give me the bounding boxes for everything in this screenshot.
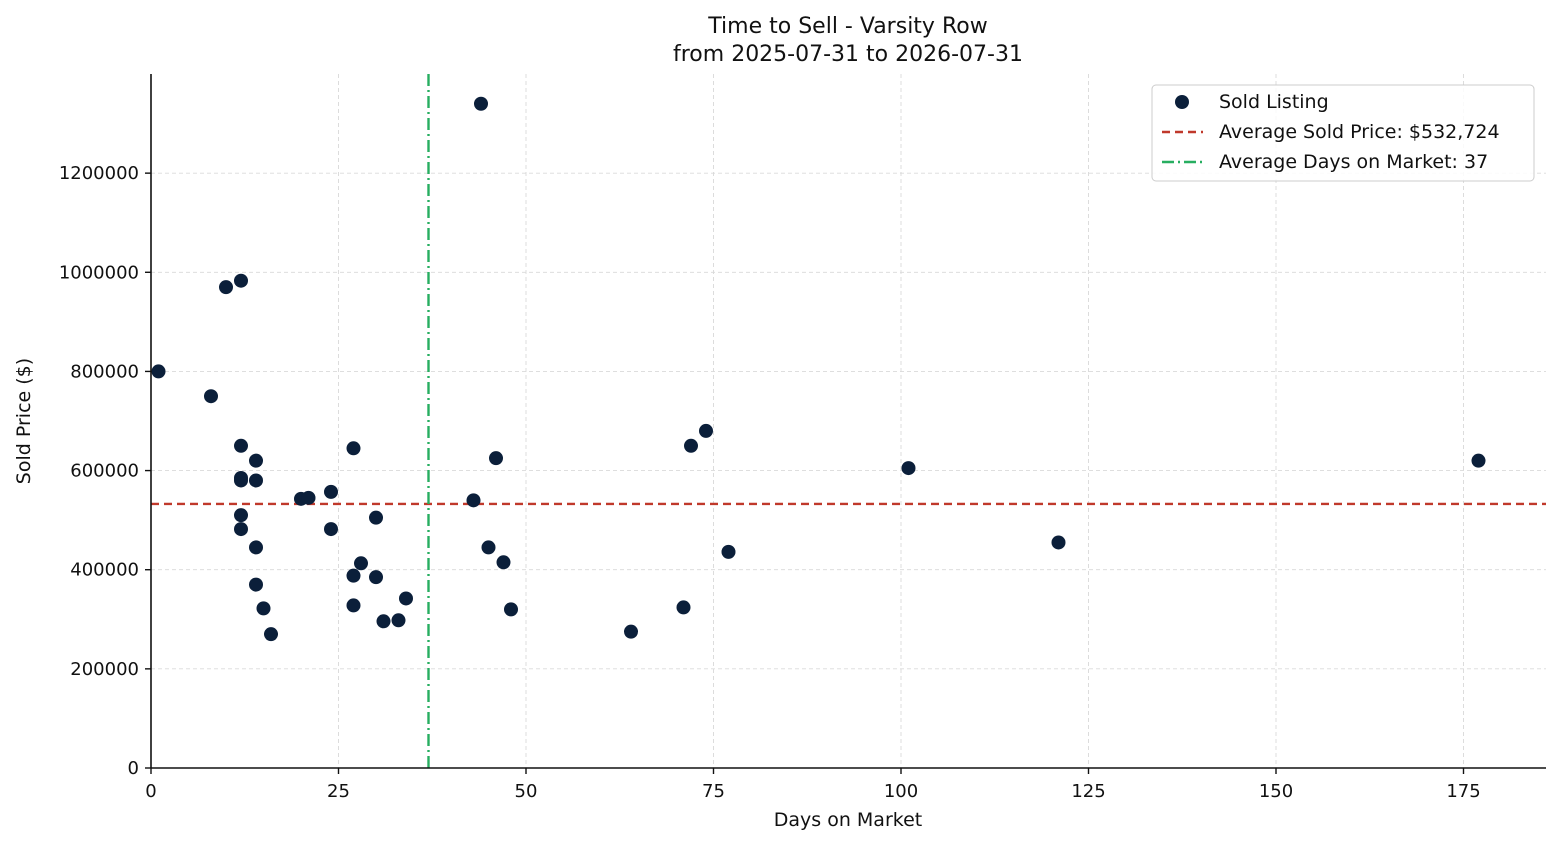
x-tick-label: 125 — [1071, 781, 1105, 802]
data-point — [346, 441, 361, 456]
y-ticks: 0 200000 400000 600000 800000 1000000 1200000 — [59, 163, 151, 779]
data-point — [369, 570, 383, 585]
chart-title: Time to Sell - Varsity Row — [707, 14, 987, 39]
x-tick-label: 150 — [1259, 781, 1293, 802]
data-point — [504, 602, 518, 617]
y-tick-label: 400000 — [70, 560, 139, 581]
data-point — [234, 522, 248, 537]
axes — [150, 74, 1546, 769]
x-tick-label: 100 — [884, 781, 918, 802]
legend-label-sold-listing: Sold Listing — [1219, 91, 1329, 113]
x-ticks: 0 25 50 75 100 125 150 175 — [145, 768, 1481, 802]
x-tick-label: 75 — [702, 781, 725, 802]
legend-label-avg-days: Average Days on Market: 37 — [1219, 151, 1488, 173]
y-tick-label: 600000 — [70, 461, 139, 482]
data-point — [369, 510, 383, 525]
data-point — [324, 522, 338, 537]
data-point — [489, 451, 503, 466]
data-point — [264, 627, 278, 642]
legend-label-avg-price: Average Sold Price: $532,724 — [1219, 121, 1500, 143]
data-point — [1471, 453, 1486, 468]
data-point — [234, 438, 248, 453]
data-points — [151, 96, 1486, 642]
data-point — [481, 540, 496, 555]
x-tick-label: 25 — [327, 781, 350, 802]
data-point — [624, 624, 638, 639]
data-point — [234, 473, 248, 488]
data-point — [346, 568, 361, 583]
reference-lines — [151, 74, 1546, 768]
x-tick-label: 175 — [1446, 781, 1480, 802]
data-point — [256, 601, 271, 616]
data-point — [901, 461, 916, 476]
x-tick-label: 50 — [515, 781, 538, 802]
y-axis-label: Sold Price ($) — [13, 358, 35, 484]
data-point — [324, 484, 338, 499]
y-tick-label: 1200000 — [59, 163, 139, 184]
data-point — [249, 577, 263, 592]
data-point — [1051, 535, 1066, 550]
x-tick-label: 0 — [145, 781, 156, 802]
data-point — [466, 493, 481, 508]
data-point — [721, 544, 736, 559]
x-axis-label: Days on Market — [774, 809, 922, 831]
y-tick-label: 200000 — [70, 659, 139, 680]
legend-box — [1151, 84, 1535, 182]
data-point — [301, 490, 316, 505]
y-tick-label: 1000000 — [59, 262, 139, 283]
data-point — [151, 364, 166, 379]
data-point — [676, 600, 691, 615]
data-point — [219, 280, 233, 295]
data-point — [684, 438, 698, 453]
data-point — [204, 389, 218, 404]
data-point — [699, 423, 713, 438]
y-tick-label: 0 — [128, 758, 139, 779]
y-tick-label: 800000 — [70, 361, 139, 382]
data-point — [234, 508, 248, 523]
legend: Sold Listing Average Sold Price: $532,72… — [1151, 84, 1535, 182]
data-point — [376, 614, 391, 629]
data-point — [399, 591, 413, 606]
data-point — [496, 555, 511, 570]
data-point — [249, 473, 263, 488]
data-point — [354, 556, 368, 571]
chart-subtitle: from 2025-07-31 to 2026-07-31 — [673, 42, 1023, 67]
data-point — [234, 273, 248, 288]
legend-marker-sold-listing — [1175, 95, 1189, 109]
data-point — [474, 96, 488, 111]
data-point — [249, 453, 263, 468]
data-point — [346, 598, 361, 613]
data-point — [249, 540, 263, 555]
data-point — [391, 613, 406, 628]
